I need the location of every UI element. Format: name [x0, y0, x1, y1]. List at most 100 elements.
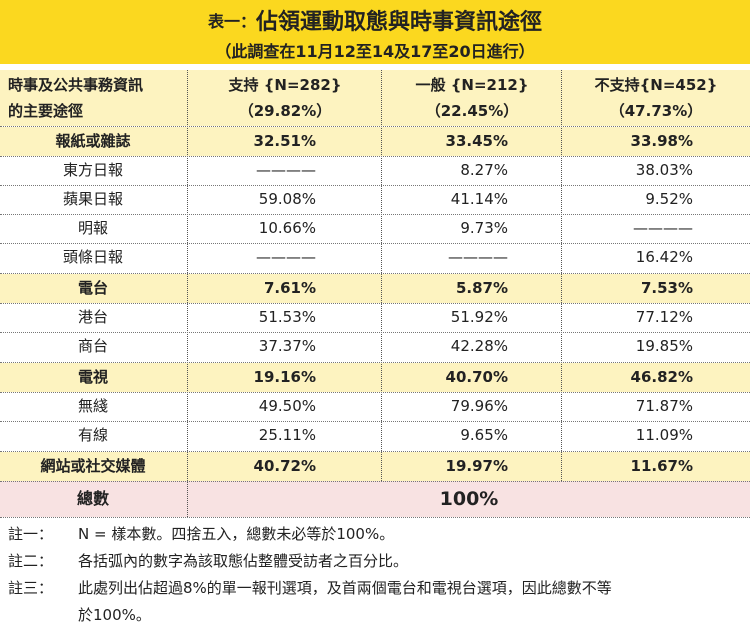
cell-support: 19.16% — [253, 368, 316, 386]
row-divider — [0, 303, 750, 304]
cell-support: 59.08% — [258, 190, 316, 208]
header-support: 支持 {N=282} （29.82%） — [188, 72, 382, 124]
cell-neutral: 51.92% — [450, 308, 508, 326]
table-header — [0, 70, 750, 126]
column-divider — [381, 70, 382, 481]
footnote-3: 註三： 此處列出佔超過8%的單一報刊選項，及首兩個電台和電視台選項，因此總數不等… — [8, 575, 748, 629]
table-row-online: 網站或社交媒體 40.72% 19.97% 11.67% — [0, 452, 750, 481]
cell-oppose: 11.67% — [630, 457, 693, 475]
table-row: 商台 37.37% 42.28% 19.85% — [0, 332, 750, 361]
footnote-text: N = 樣本數。四捨五入，總數未必等於100%。 — [78, 525, 395, 543]
row-divider — [0, 421, 750, 422]
table-row: 港台 51.53% 51.92% 77.12% — [0, 303, 750, 332]
table-title-main: 佔領運動取態與時事資訊途徑 — [256, 10, 543, 35]
row-divider — [0, 185, 750, 186]
row-label: 明報 — [77, 219, 108, 237]
cell-oppose: 33.98% — [630, 132, 693, 150]
total-label: 總數 — [76, 489, 109, 508]
cell-neutral: 79.96% — [450, 397, 508, 415]
cell-support: ———— — [256, 248, 316, 266]
cell-support: 49.50% — [258, 397, 316, 415]
cell-neutral: 19.97% — [445, 457, 508, 475]
table-number: 表一： — [207, 12, 256, 31]
cell-neutral: 5.87% — [455, 279, 508, 297]
survey-period: （此調查在11月12至14及17至20日進行） — [215, 42, 535, 61]
row-label: 電台 — [77, 279, 108, 297]
table-row: 明報 10.66% 9.73% ———— — [0, 214, 750, 243]
cell-oppose: 71.87% — [635, 397, 693, 415]
row-label: 蘋果日報 — [62, 190, 123, 208]
row-divider — [0, 451, 750, 452]
table-row: 頭條日報 ———— ———— 16.42% — [0, 243, 750, 272]
row-divider — [0, 481, 750, 482]
cell-oppose: 9.52% — [645, 190, 693, 208]
header-row-label: 時事及公共事務資訊 的主要途徑 — [8, 72, 188, 124]
header-neutral-name: 一般 {N=212} — [415, 76, 529, 94]
footnote-1: 註一： N = 樣本數。四捨五入，總數未必等於100%。 — [8, 521, 748, 548]
cell-oppose: 38.03% — [635, 161, 693, 179]
footnote-label: 註三： — [8, 579, 54, 597]
row-label: 無綫 — [77, 397, 108, 415]
cell-neutral: 40.70% — [445, 368, 508, 386]
table-row-newspapers: 報紙或雜誌 32.51% 33.45% 33.98% — [0, 127, 750, 156]
row-divider — [0, 243, 750, 244]
row-divider — [0, 392, 750, 393]
header-oppose-name: 不支持{N=452} — [594, 76, 718, 94]
cell-oppose: ———— — [633, 219, 693, 237]
cell-support: 37.37% — [258, 337, 316, 355]
table-row: 蘋果日報 59.08% 41.14% 9.52% — [0, 185, 750, 214]
footnote-2: 註二： 各括弧內的數字為該取態佔整體受訪者之百分比。 — [8, 548, 748, 575]
row-divider — [0, 332, 750, 333]
row-label: 商台 — [77, 337, 108, 355]
table-row: 無綫 49.50% 79.96% 71.87% — [0, 392, 750, 421]
table-row-radio: 電台 7.61% 5.87% 7.53% — [0, 274, 750, 303]
table-row-tv: 電視 19.16% 40.70% 46.82% — [0, 363, 750, 392]
column-divider — [561, 70, 562, 481]
row-label: 報紙或雜誌 — [55, 132, 131, 150]
row-divider — [0, 156, 750, 157]
cell-support: 32.51% — [253, 132, 316, 150]
footnote-label: 註二： — [8, 552, 54, 570]
header-oppose-pct: （47.73%） — [609, 102, 703, 120]
row-label: 有線 — [77, 426, 108, 444]
header-row-label-line1: 時事及公共事務資訊 — [8, 76, 144, 94]
footnote-text: 各括弧內的數字為該取態佔整體受訪者之百分比。 — [78, 552, 409, 570]
header-neutral-pct: （22.45%） — [425, 102, 519, 120]
row-label: 港台 — [77, 308, 108, 326]
cell-neutral: 41.14% — [450, 190, 508, 208]
row-divider — [0, 517, 750, 518]
title-band — [0, 0, 750, 64]
footnote-text: 此處列出佔超過8%的單一報刊選項，及首兩個電台和電視台選項，因此總數不等 — [78, 579, 612, 597]
table-row-total: 總數 100% — [0, 481, 750, 517]
row-label: 頭條日報 — [62, 248, 123, 266]
total-value: 100% — [439, 488, 499, 510]
row-label: 東方日報 — [62, 161, 123, 179]
cell-neutral: ———— — [448, 248, 508, 266]
cell-support: 25.11% — [258, 426, 316, 444]
footnotes: 註一： N = 樣本數。四捨五入，總數未必等於100%。 註二： 各括弧內的數字… — [8, 521, 748, 629]
column-divider — [187, 70, 188, 517]
header-neutral: 一般 {N=212} （22.45%） — [382, 72, 562, 124]
cell-oppose: 19.85% — [635, 337, 693, 355]
cell-neutral: 33.45% — [445, 132, 508, 150]
row-divider — [0, 214, 750, 215]
cell-neutral: 8.27% — [460, 161, 508, 179]
row-divider — [0, 362, 750, 363]
row-divider — [0, 126, 750, 127]
header-row-label-line2: 的主要途徑 — [8, 102, 84, 120]
cell-neutral: 42.28% — [450, 337, 508, 355]
table-row: 東方日報 ———— 8.27% 38.03% — [0, 156, 750, 185]
cell-support: ———— — [256, 161, 316, 179]
cell-support: 40.72% — [253, 457, 316, 475]
row-divider — [0, 273, 750, 274]
cell-oppose: 46.82% — [630, 368, 693, 386]
cell-neutral: 9.65% — [460, 426, 508, 444]
cell-support: 7.61% — [263, 279, 316, 297]
cell-oppose: 77.12% — [635, 308, 693, 326]
cell-support: 51.53% — [258, 308, 316, 326]
cell-oppose: 7.53% — [640, 279, 693, 297]
header-support-pct: （29.82%） — [238, 102, 332, 120]
row-label: 電視 — [77, 368, 108, 386]
header-support-name: 支持 {N=282} — [228, 76, 342, 94]
cell-neutral: 9.73% — [460, 219, 508, 237]
